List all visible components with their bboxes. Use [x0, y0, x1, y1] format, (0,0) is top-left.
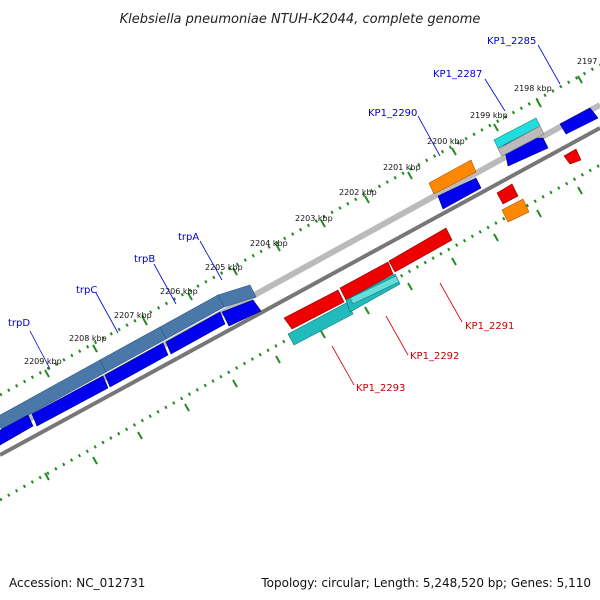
kbp-label: 2209 kbp: [24, 357, 62, 366]
inner-major-ticks: [44, 186, 583, 481]
gene-label: KP1_2293: [356, 383, 405, 394]
cds-arrow-grey: [497, 125, 545, 157]
cds-arrow: [104, 342, 169, 388]
kbp-label: 2207 kbp: [114, 311, 152, 320]
gene-labels-top: KP1_2285 KP1_2287 KP1_2290 trpA trpB trp…: [8, 36, 536, 329]
cds-arrow: [388, 227, 453, 273]
forward-shaded-bars: [0, 284, 257, 431]
orange-gene-small: [501, 198, 530, 223]
genome-backbone: [0, 126, 600, 457]
cds-arrow: [31, 375, 109, 427]
cds-arrow: [559, 107, 599, 135]
cds-arrow: [0, 414, 34, 446]
reverse-shaded-arrows: [287, 273, 401, 346]
outer-scale-dots: [0, 63, 600, 397]
cds-arrow: [563, 148, 582, 165]
kbp-label: 2198 kbp: [514, 84, 552, 93]
kbp-label: 2199 kbp: [470, 111, 508, 120]
gene-label: trpB: [134, 254, 155, 265]
accession-text: Accession: NC_012731: [9, 576, 145, 590]
gene-labels-bottom: KP1_2291 KP1_2292 KP1_2293: [356, 321, 514, 394]
kbp-label: 2205 kbp: [205, 263, 243, 272]
gene-label: trpA: [178, 232, 199, 243]
gene-label: KP1_2290: [368, 108, 417, 119]
cds-arrow: [339, 261, 394, 301]
gene-label: KP1_2291: [465, 321, 514, 332]
map-title: Klebsiella pneumoniae NTUH-K2044, comple…: [120, 12, 481, 27]
kbp-label: 2201 kbp: [383, 163, 421, 172]
kbp-label: 2200 kbp: [427, 137, 465, 146]
kbp-label: 2208 kbp: [69, 334, 107, 343]
cds-arrow: [165, 311, 226, 355]
genome-summary-text: Topology: circular; Length: 5,248,520 bp…: [260, 576, 591, 590]
cds-arrow: [283, 289, 345, 330]
gene-label: trpC: [76, 285, 97, 296]
outer-major-ticks: [44, 75, 583, 378]
cds-arrow: [496, 183, 519, 205]
trpA-bar: [217, 284, 257, 308]
reverse-cds-arrows: [283, 148, 582, 330]
label-leaders-bottom: [331, 282, 463, 386]
kbp-label: 2202 kbp: [339, 188, 377, 197]
kbp-label: 2203 kbp: [295, 214, 333, 223]
cds-arrow-cyan: [287, 301, 354, 346]
kbp-label: 2206 kbp: [160, 287, 198, 296]
gene-label: KP1_2292: [410, 351, 459, 362]
gene-label: trpD: [8, 318, 30, 329]
cds-arrow: [437, 177, 482, 210]
cds-arrow: [221, 299, 262, 327]
kbp-label: 2204 kbp: [250, 239, 288, 248]
forward-cds-arrows: [0, 107, 599, 446]
orange-gene: [428, 159, 477, 195]
kbp-label: 2197 kbp: [577, 57, 600, 66]
gene-label: KP1_2285: [487, 36, 536, 47]
gene-label: KP1_2287: [433, 69, 482, 80]
cds-arrow-cyan-light: [349, 275, 400, 305]
kbp-labels: 2197 kbp 2198 kbp 2199 kbp 2200 kbp 2201…: [24, 57, 600, 366]
label-leaders-top: [29, 44, 561, 370]
